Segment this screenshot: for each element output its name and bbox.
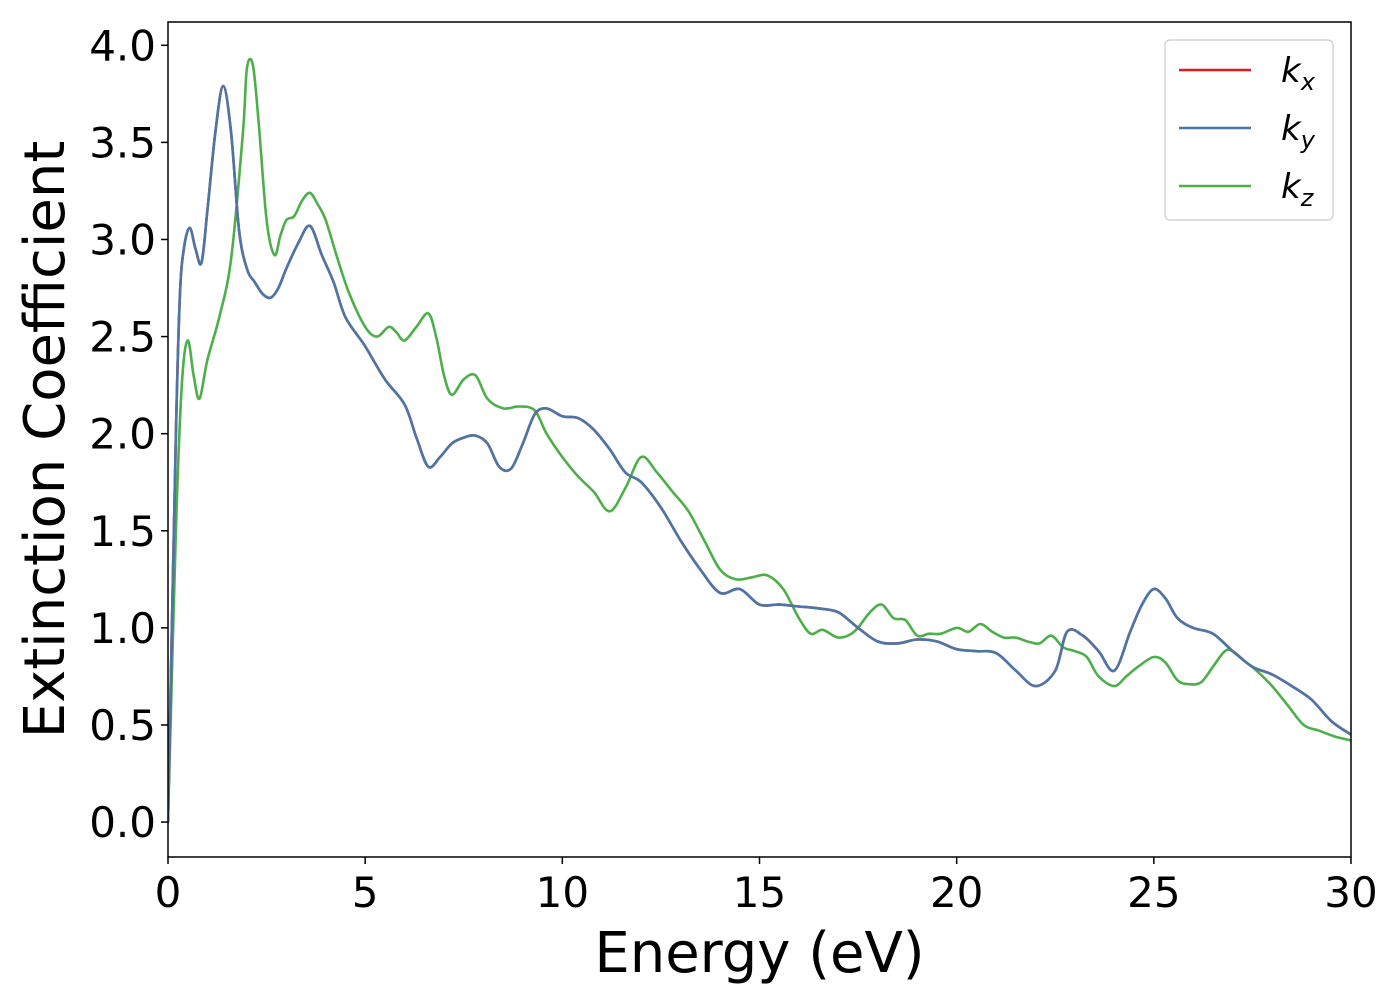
y-axis: 0.0 0.5 1.0 1.5 2.0 2.5 3.0 3.5 4.0 (89, 21, 168, 847)
y-tick-label: 2.0 (89, 410, 156, 459)
x-tick-label: 10 (536, 868, 589, 917)
legend-label-subscript: z (1300, 184, 1315, 212)
legend-label-subscript: x (1300, 68, 1316, 96)
y-tick-label: 1.0 (89, 604, 156, 653)
x-tick-label: 25 (1127, 868, 1180, 917)
y-tick-label: 2.5 (89, 313, 156, 362)
x-tick-label: 5 (352, 868, 379, 917)
x-axis: 0 5 10 15 20 25 30 (155, 857, 1378, 917)
x-tick-label: 20 (930, 868, 983, 917)
legend-box (1164, 39, 1334, 221)
legend-label-ky: ky (1281, 109, 1316, 154)
series-line-kz (168, 57, 1351, 824)
y-tick-label: 3.0 (89, 215, 156, 264)
x-tick-label: 15 (733, 868, 786, 917)
legend-label-main: k (1281, 109, 1302, 149)
legend-label-main: k (1281, 51, 1302, 91)
x-tick-label: 30 (1324, 868, 1377, 917)
y-tick-label: 1.5 (89, 507, 156, 556)
y-axis-title: Extinction Coefficient (13, 141, 78, 739)
legend-label-subscript: y (1300, 126, 1316, 154)
x-axis-title: Energy (eV) (594, 921, 924, 986)
x-tick-label: 0 (155, 868, 182, 917)
legend-label-kz: kz (1281, 167, 1315, 212)
series-line-ky (168, 84, 1351, 824)
y-tick-label: 4.0 (89, 21, 156, 70)
legend-label-main: k (1281, 167, 1302, 207)
series-layer (168, 57, 1351, 824)
y-tick-label: 3.5 (89, 118, 156, 167)
y-tick-label: 0.0 (89, 798, 156, 847)
legend-label-kx: kx (1281, 51, 1316, 96)
y-tick-label: 0.5 (89, 701, 156, 750)
